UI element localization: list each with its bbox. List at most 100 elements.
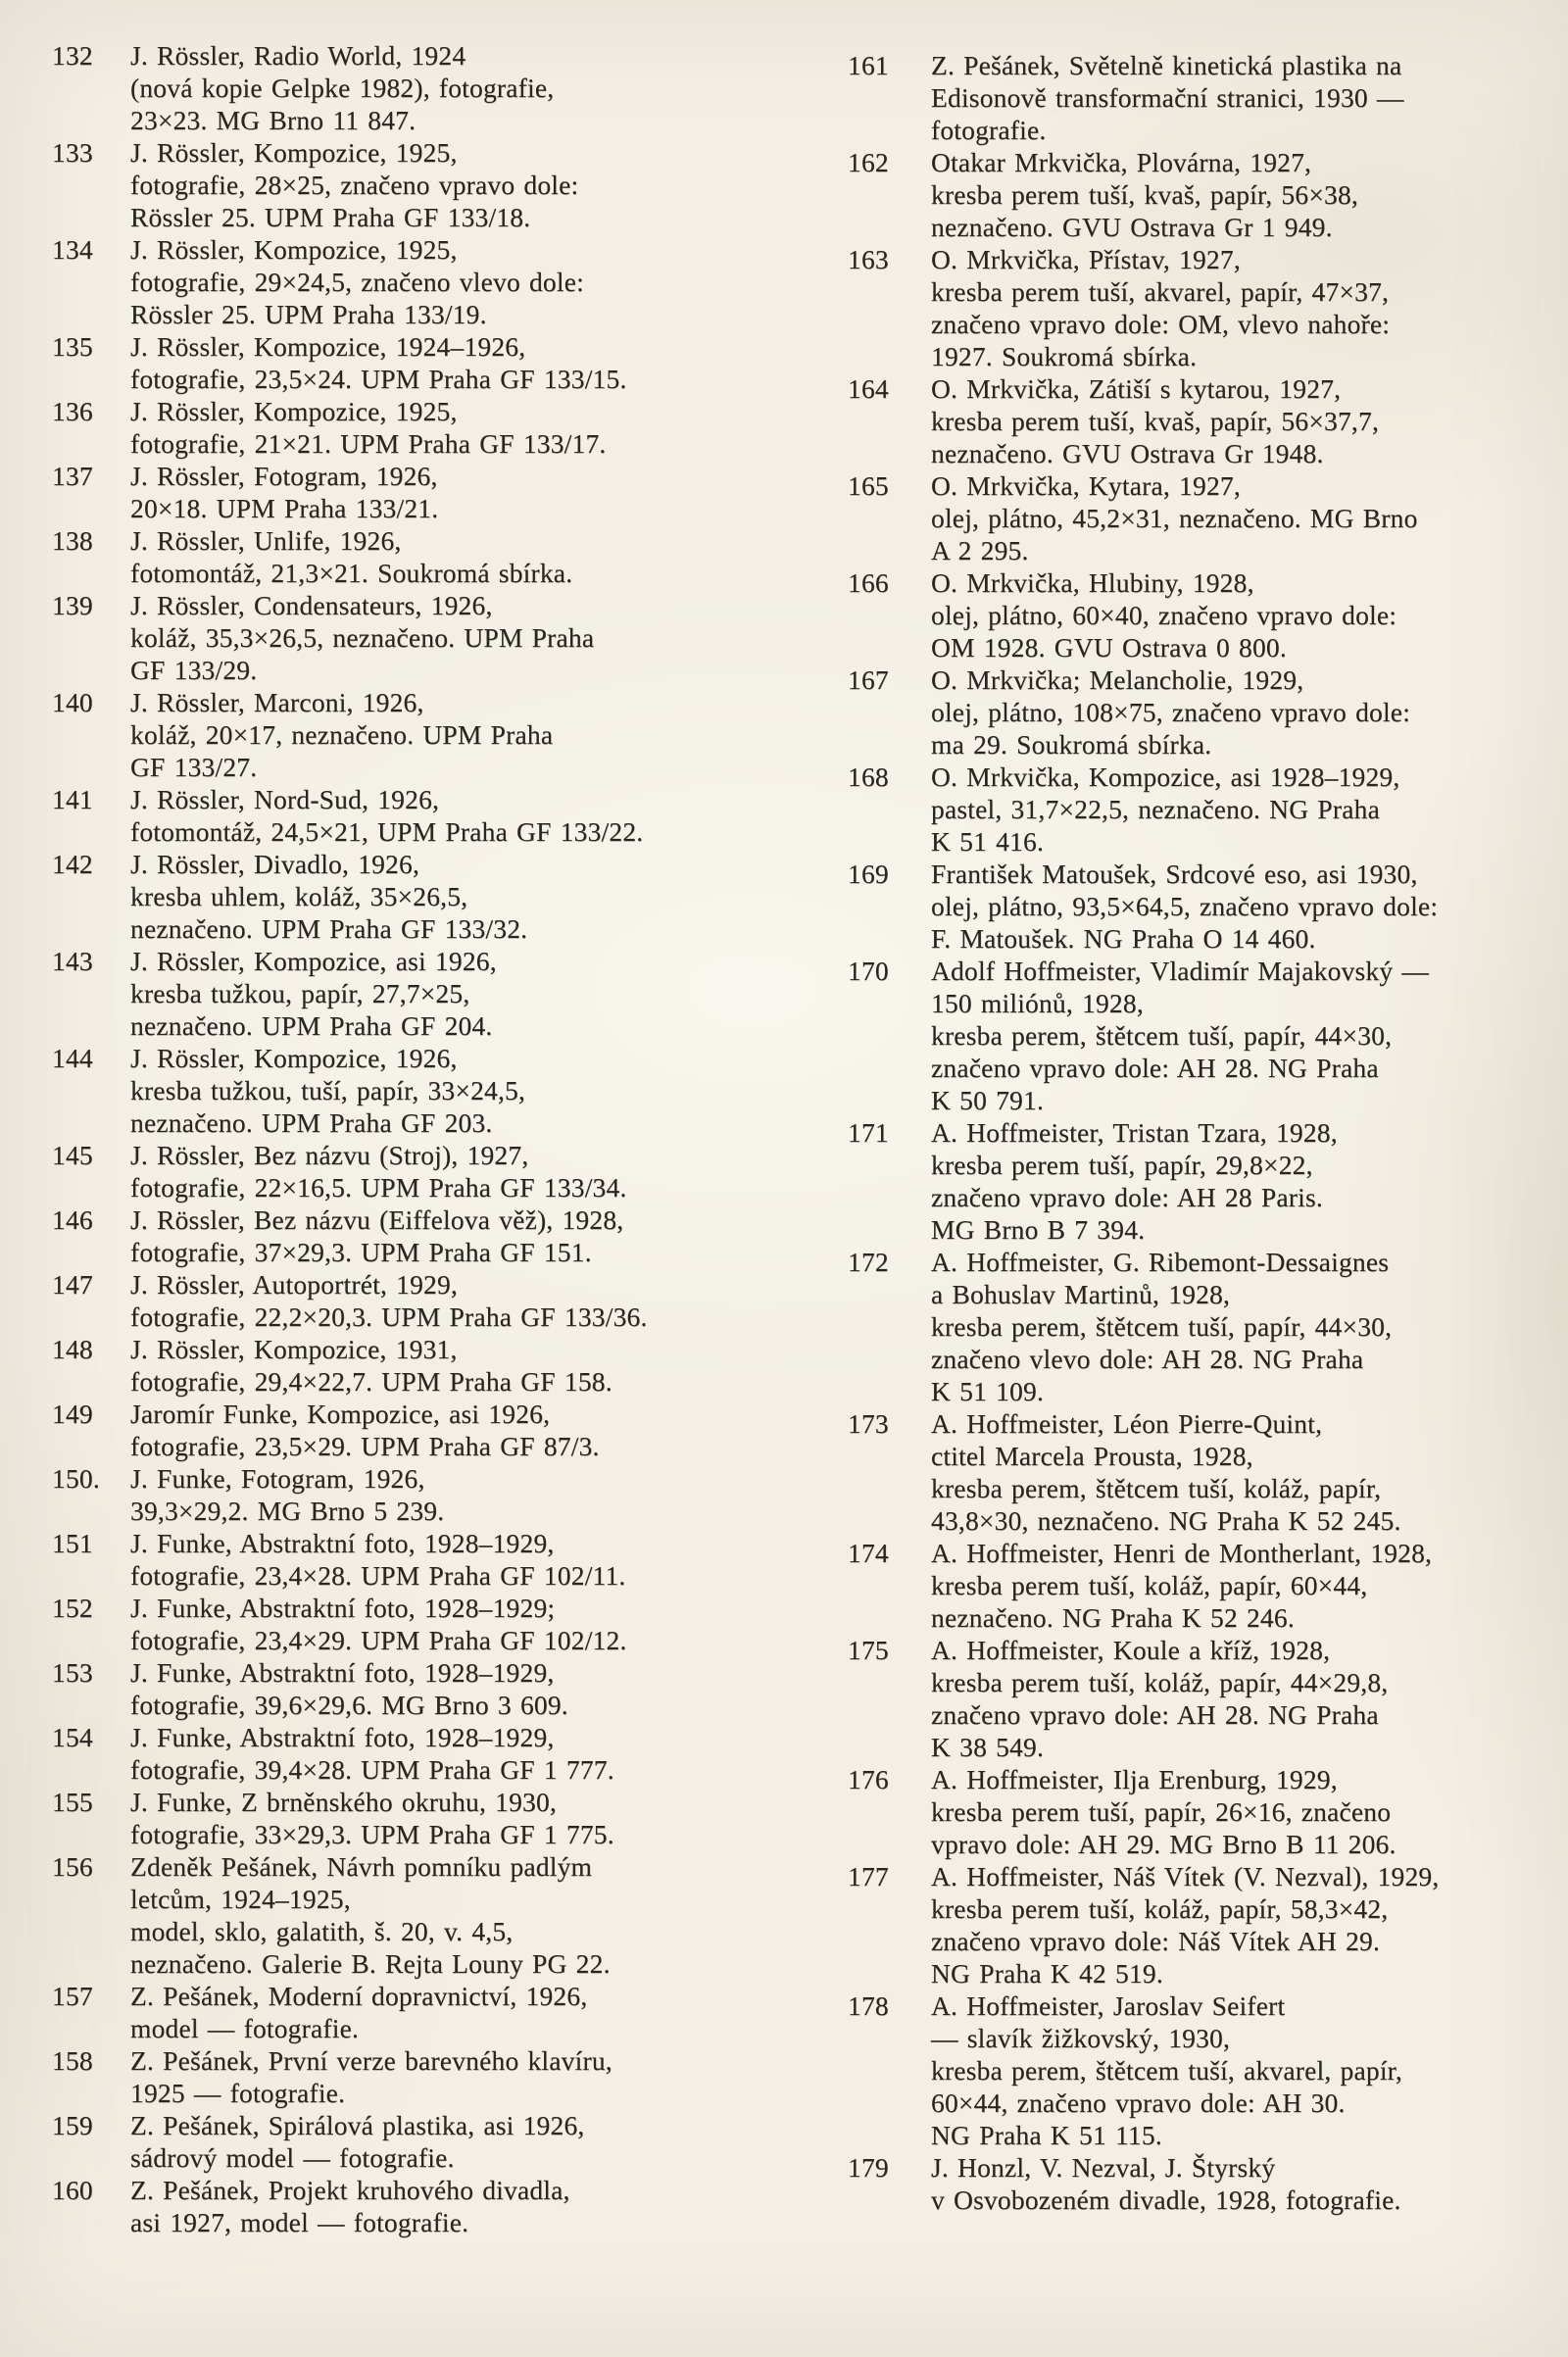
catalog-entry: 138 J. Rössler, Unlife, 1926, fotomontáž,… xyxy=(52,524,777,589)
catalog-entry: 134 J. Rössler, Kompozice, 1925, fotograf… xyxy=(52,233,777,330)
entry-number: 169 xyxy=(848,859,889,889)
entry-number: 155 xyxy=(52,1787,93,1817)
entry-text: J. Rössler, Radio World, 1924 (nová kopi… xyxy=(130,40,555,135)
entry-text: Zdeněk Pešánek, Návrh pomníku padlým let… xyxy=(130,1851,611,1979)
catalog-entry: 168 O. Mrkvička, Kompozice, asi 1928–1929… xyxy=(848,761,1544,858)
catalog-entry: 137 J. Rössler, Fotogram, 1926, 20×18. UP… xyxy=(52,460,777,524)
catalog-entry: 150. J. Funke, Fotogram, 1926, 39,3×29,2.… xyxy=(52,1462,777,1527)
entry-text: J. Rössler, Kompozice, 1925, fotografie,… xyxy=(130,137,579,232)
entry-text: A. Hoffmeister, Koule a kříž, 1928, kres… xyxy=(931,1635,1389,1762)
catalog-entry: 146 J. Rössler, Bez názvu (Eiffelova věž)… xyxy=(52,1203,777,1268)
catalog-entry: 154 J. Funke, Abstraktní foto, 1928–1929,… xyxy=(52,1721,777,1786)
entry-number: 165 xyxy=(848,470,889,501)
entry-number: 152 xyxy=(52,1593,93,1623)
catalog-entry: 139 J. Rössler, Condensateurs, 1926, kolá… xyxy=(52,589,777,686)
entry-text: O. Mrkvička, Zátiší s kytarou, 1927, kre… xyxy=(931,373,1380,468)
entry-number: 178 xyxy=(848,1990,889,2021)
catalog-entry: 145 J. Rössler, Bez názvu (Stroj), 1927, … xyxy=(52,1139,777,1203)
entry-number: 141 xyxy=(52,784,93,814)
entry-text: A. Hoffmeister, G. Ribemont-Dessaignes a… xyxy=(931,1247,1393,1406)
entry-text: O. Mrkvička, Hlubiny, 1928, olej, plátno… xyxy=(931,567,1397,663)
entry-number: 148 xyxy=(52,1334,93,1364)
entry-text: Z. Pešánek, První verze barevného klavír… xyxy=(130,2045,612,2108)
entry-text: J. Funke, Abstraktní foto, 1928–1929; fo… xyxy=(130,1593,627,1655)
entry-number: 167 xyxy=(848,664,889,695)
entry-number: 166 xyxy=(848,567,889,598)
catalog-entry: 169 František Matoušek, Srdcové eso, asi … xyxy=(848,858,1544,955)
entry-number: 143 xyxy=(52,946,93,976)
catalog-entry: 156 Zdeněk Pešánek, Návrh pomníku padlým … xyxy=(52,1850,777,1980)
entry-text: Z. Pešánek, Moderní dopravnictví, 1926, … xyxy=(130,1981,588,2043)
entry-number: 172 xyxy=(848,1247,889,1277)
entry-number: 142 xyxy=(52,849,93,879)
catalog-entry: 176 A. Hoffmeister, Ilja Erenburg, 1929, … xyxy=(848,1763,1544,1860)
entry-text: A. Hoffmeister, Ilja Erenburg, 1929, kre… xyxy=(931,1764,1396,1859)
entry-number: 163 xyxy=(848,244,889,274)
catalog-entry: 158 Z. Pešánek, První verze barevného kla… xyxy=(52,2044,777,2109)
entry-number: 133 xyxy=(52,137,93,168)
entry-number: 139 xyxy=(52,590,93,620)
entry-text: Z. Pešánek, Projekt kruhového divadla, a… xyxy=(130,2175,570,2237)
catalog-entry: 164 O. Mrkvička, Zátiší s kytarou, 1927, … xyxy=(848,372,1544,469)
entry-text: O. Mrkvička; Melancholie, 1929, olej, pl… xyxy=(931,664,1411,760)
entry-number: 154 xyxy=(52,1722,93,1752)
catalog-entry: 161 Z. Pešánek, Světelně kinetická plasti… xyxy=(848,49,1544,146)
entry-text: J. Rössler, Kompozice, asi 1926, kresba … xyxy=(130,946,497,1041)
entry-text: J. Rössler, Bez názvu (Stroj), 1927, fot… xyxy=(130,1140,627,1203)
entry-text: J. Rössler, Autoportrét, 1929, fotografi… xyxy=(130,1269,648,1332)
catalog-entry: 153 J. Funke, Abstraktní foto, 1928–1929,… xyxy=(52,1656,777,1721)
entry-text: J. Funke, Abstraktní foto, 1928–1929, fo… xyxy=(130,1657,568,1720)
catalog-entry: 162 Otakar Mrkvička, Plovárna, 1927, kres… xyxy=(848,146,1544,243)
entry-number: 161 xyxy=(848,50,889,80)
right-column: 161 Z. Pešánek, Světelně kinetická plasti… xyxy=(848,49,1544,2216)
catalog-entry: 135 J. Rössler, Kompozice, 1924–1926, fot… xyxy=(52,330,777,395)
entry-number: 147 xyxy=(52,1269,93,1300)
entry-text: Otakar Mrkvička, Plovárna, 1927, kresba … xyxy=(931,147,1359,242)
catalog-entry: 149 Jaromír Funke, Kompozice, asi 1926, f… xyxy=(52,1398,777,1462)
entry-number: 160 xyxy=(52,2175,93,2205)
catalog-entry: 177 A. Hoffmeister, Náš Vítek (V. Nezval)… xyxy=(848,1860,1544,1989)
entry-number: 134 xyxy=(52,234,93,265)
entry-text: J. Rössler, Marconi, 1926, koláž, 20×17,… xyxy=(130,687,554,782)
entry-text: J. Funke, Abstraktní foto, 1928–1929, fo… xyxy=(130,1722,614,1785)
entry-number: 150. xyxy=(52,1463,100,1494)
catalog-entry: 179 J. Honzl, V. Nezval, J. Štyrský v Osv… xyxy=(848,2151,1544,2216)
entry-number: 140 xyxy=(52,687,93,717)
catalog-entry: 132 J. Rössler, Radio World, 1924 (nová k… xyxy=(52,39,777,136)
entry-number: 146 xyxy=(52,1204,93,1235)
catalog-entry: 165 O. Mrkvička, Kytara, 1927, olej, plát… xyxy=(848,469,1544,566)
entry-number: 157 xyxy=(52,1981,93,2011)
catalog-entry: 173 A. Hoffmeister, Léon Pierre-Quint, ct… xyxy=(848,1407,1544,1537)
catalog-entry: 159 Z. Pešánek, Spirálová plastika, asi 1… xyxy=(52,2109,777,2174)
entry-number: 173 xyxy=(848,1408,889,1439)
entry-number: 174 xyxy=(848,1538,889,1568)
entry-text: O. Mrkvička, Přístav, 1927, kresba perem… xyxy=(931,244,1391,371)
catalog-entry: 157 Z. Pešánek, Moderní dopravnictví, 192… xyxy=(52,1980,777,2044)
catalog-entry: 148 J. Rössler, Kompozice, 1931, fotograf… xyxy=(52,1333,777,1398)
entry-number: 175 xyxy=(848,1635,889,1665)
entry-text: František Matoušek, Srdcové eso, asi 193… xyxy=(931,859,1439,954)
entry-text: J. Rössler, Kompozice, 1924–1926, fotogr… xyxy=(130,331,627,394)
entry-text: Z. Pešánek, Spirálová plastika, asi 1926… xyxy=(130,2110,585,2173)
entry-number: 170 xyxy=(848,956,889,986)
entry-text: J. Funke, Fotogram, 1926, 39,3×29,2. MG … xyxy=(130,1463,445,1526)
entry-number: 156 xyxy=(52,1851,93,1882)
catalog-entry: 141 J. Rössler, Nord-Sud, 1926, fotomontá… xyxy=(52,783,777,848)
entry-number: 162 xyxy=(848,147,889,177)
entry-number: 158 xyxy=(52,2045,93,2076)
catalog-entry: 136 J. Rössler, Kompozice, 1925, fotograf… xyxy=(52,395,777,460)
entry-text: J. Rössler, Bez názvu (Eiffelova věž), 1… xyxy=(130,1204,624,1267)
entry-text: J. Rössler, Unlife, 1926, fotomontáž, 21… xyxy=(130,525,573,588)
entry-number: 159 xyxy=(52,2110,93,2140)
entry-number: 179 xyxy=(848,2152,889,2183)
catalog-entry: 151 J. Funke, Abstraktní foto, 1928–1929,… xyxy=(52,1527,777,1592)
entry-text: A. Hoffmeister, Léon Pierre-Quint, ctite… xyxy=(931,1408,1401,1536)
entry-text: A. Hoffmeister, Henri de Montherlant, 19… xyxy=(931,1538,1433,1633)
catalog-entry: 167 O. Mrkvička; Melancholie, 1929, olej,… xyxy=(848,663,1544,761)
entry-text: A. Hoffmeister, Náš Vítek (V. Nezval), 1… xyxy=(931,1861,1440,1989)
entry-text: J. Funke, Z brněnského okruhu, 1930, fot… xyxy=(130,1787,614,1849)
entry-text: J. Funke, Abstraktní foto, 1928–1929, fo… xyxy=(130,1528,626,1591)
entry-text: A. Hoffmeister, Jaroslav Seifert — slaví… xyxy=(931,1990,1402,2150)
entry-text: O. Mrkvička, Kompozice, asi 1928–1929, p… xyxy=(931,761,1400,857)
